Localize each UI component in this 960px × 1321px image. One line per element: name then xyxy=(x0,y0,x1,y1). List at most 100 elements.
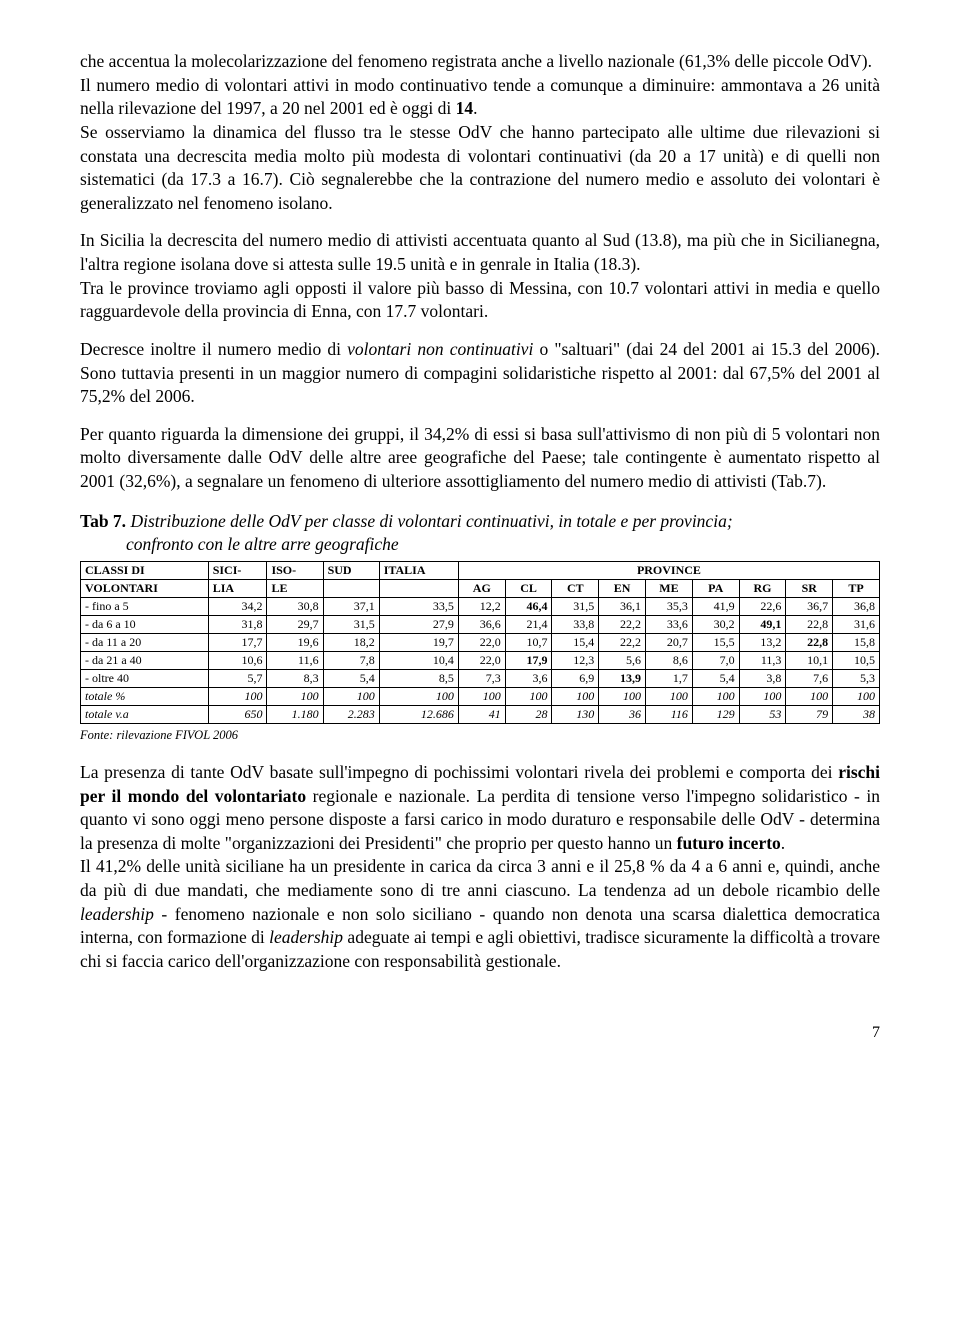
cell: 31,8 xyxy=(208,615,267,633)
cell: 100 xyxy=(208,687,267,705)
cell: 36,1 xyxy=(599,597,646,615)
col-header: PA xyxy=(692,579,739,597)
text: Il 41,2% delle unità siciliane ha un pre… xyxy=(80,856,880,900)
cell: 22,2 xyxy=(599,615,646,633)
table-row: - da 6 a 1031,829,731,527,936,621,433,82… xyxy=(81,615,880,633)
cell: 27,9 xyxy=(379,615,458,633)
cell: 18,2 xyxy=(323,633,379,651)
table-number: Tab 7. xyxy=(80,511,126,531)
col-header: TP xyxy=(833,579,880,597)
cell: 12.686 xyxy=(379,705,458,723)
row-label: - da 6 a 10 xyxy=(81,615,209,633)
cell: 100 xyxy=(505,687,552,705)
col-header xyxy=(323,579,379,597)
text: . xyxy=(473,98,477,118)
bold-number: 14 xyxy=(456,98,474,118)
table-total-row: totale %10010010010010010010010010010010… xyxy=(81,687,880,705)
cell: 100 xyxy=(458,687,505,705)
table-row: - fino a 534,230,837,133,512,246,431,536… xyxy=(81,597,880,615)
cell: 15,8 xyxy=(833,633,880,651)
cell: 100 xyxy=(833,687,880,705)
cell: 7,6 xyxy=(786,669,833,687)
col-header: ISO- xyxy=(267,561,323,579)
cell: 12,3 xyxy=(552,651,599,669)
italic-term: leadership xyxy=(269,927,343,947)
col-header: CLASSI DI xyxy=(81,561,209,579)
text: Il numero medio di volontari attivi in m… xyxy=(80,75,880,119)
cell: 46,4 xyxy=(505,597,552,615)
col-header: SUD xyxy=(323,561,379,579)
row-label: - oltre 40 xyxy=(81,669,209,687)
cell: 10,1 xyxy=(786,651,833,669)
cell: 22,0 xyxy=(458,651,505,669)
cell: 21,4 xyxy=(505,615,552,633)
cell: 28 xyxy=(505,705,552,723)
cell: 41,9 xyxy=(692,597,739,615)
cell: 1,7 xyxy=(646,669,693,687)
cell: 7,0 xyxy=(692,651,739,669)
paragraph-5: La presenza di tante OdV basate sull'imp… xyxy=(80,761,880,974)
cell: 37,1 xyxy=(323,597,379,615)
cell: 17,9 xyxy=(505,651,552,669)
table-title-line1: Distribuzione delle OdV per classe di vo… xyxy=(126,511,733,531)
cell: 100 xyxy=(323,687,379,705)
col-header: LE xyxy=(267,579,323,597)
col-header: ME xyxy=(646,579,693,597)
cell: 650 xyxy=(208,705,267,723)
cell: 7,8 xyxy=(323,651,379,669)
cell: 20,7 xyxy=(646,633,693,651)
cell: 17,7 xyxy=(208,633,267,651)
cell: 129 xyxy=(692,705,739,723)
col-header: RG xyxy=(739,579,786,597)
table-caption: Tab 7. Distribuzione delle OdV per class… xyxy=(80,510,880,557)
table-row: - oltre 405,78,35,48,57,33,66,913,91,75,… xyxy=(81,669,880,687)
cell: 53 xyxy=(739,705,786,723)
cell: 15,5 xyxy=(692,633,739,651)
cell: 11,3 xyxy=(739,651,786,669)
col-header: CL xyxy=(505,579,552,597)
cell: 36 xyxy=(599,705,646,723)
row-label: - fino a 5 xyxy=(81,597,209,615)
cell: 22,6 xyxy=(739,597,786,615)
cell: 5,4 xyxy=(692,669,739,687)
bold-text: futuro incerto xyxy=(677,833,781,853)
cell: 8,5 xyxy=(379,669,458,687)
cell: 6,9 xyxy=(552,669,599,687)
cell: 30,2 xyxy=(692,615,739,633)
col-header xyxy=(379,579,458,597)
cell: 19,7 xyxy=(379,633,458,651)
cell: 79 xyxy=(786,705,833,723)
col-header: LIA xyxy=(208,579,267,597)
cell: 11,6 xyxy=(267,651,323,669)
cell: 38 xyxy=(833,705,880,723)
cell: 116 xyxy=(646,705,693,723)
cell: 22,8 xyxy=(786,615,833,633)
col-header: VOLONTARI xyxy=(81,579,209,597)
cell: 100 xyxy=(267,687,323,705)
cell: 100 xyxy=(646,687,693,705)
cell: 49,1 xyxy=(739,615,786,633)
table-source: Fonte: rilevazione FIVOL 2006 xyxy=(80,728,880,743)
italic-term: leadership xyxy=(80,904,154,924)
cell: 31,5 xyxy=(323,615,379,633)
cell: 100 xyxy=(786,687,833,705)
cell: 31,6 xyxy=(833,615,880,633)
cell: 8,3 xyxy=(267,669,323,687)
cell: 100 xyxy=(379,687,458,705)
paragraph-1: che accentua la molecolarizzazione del f… xyxy=(80,50,880,215)
cell: 100 xyxy=(552,687,599,705)
cell: 35,3 xyxy=(646,597,693,615)
italic-term: volontari non continuativi xyxy=(347,339,533,359)
col-header: ITALIA xyxy=(379,561,458,579)
cell: 100 xyxy=(599,687,646,705)
cell: 36,8 xyxy=(833,597,880,615)
cell: 5,3 xyxy=(833,669,880,687)
text: che accentua la molecolarizzazione del f… xyxy=(80,51,872,71)
table-row: - da 21 a 4010,611,67,810,422,017,912,35… xyxy=(81,651,880,669)
paragraph-2: In Sicilia la decrescita del numero medi… xyxy=(80,229,880,324)
col-header: SICI- xyxy=(208,561,267,579)
cell: 12,2 xyxy=(458,597,505,615)
cell: 5,7 xyxy=(208,669,267,687)
col-header: EN xyxy=(599,579,646,597)
cell: 3,8 xyxy=(739,669,786,687)
